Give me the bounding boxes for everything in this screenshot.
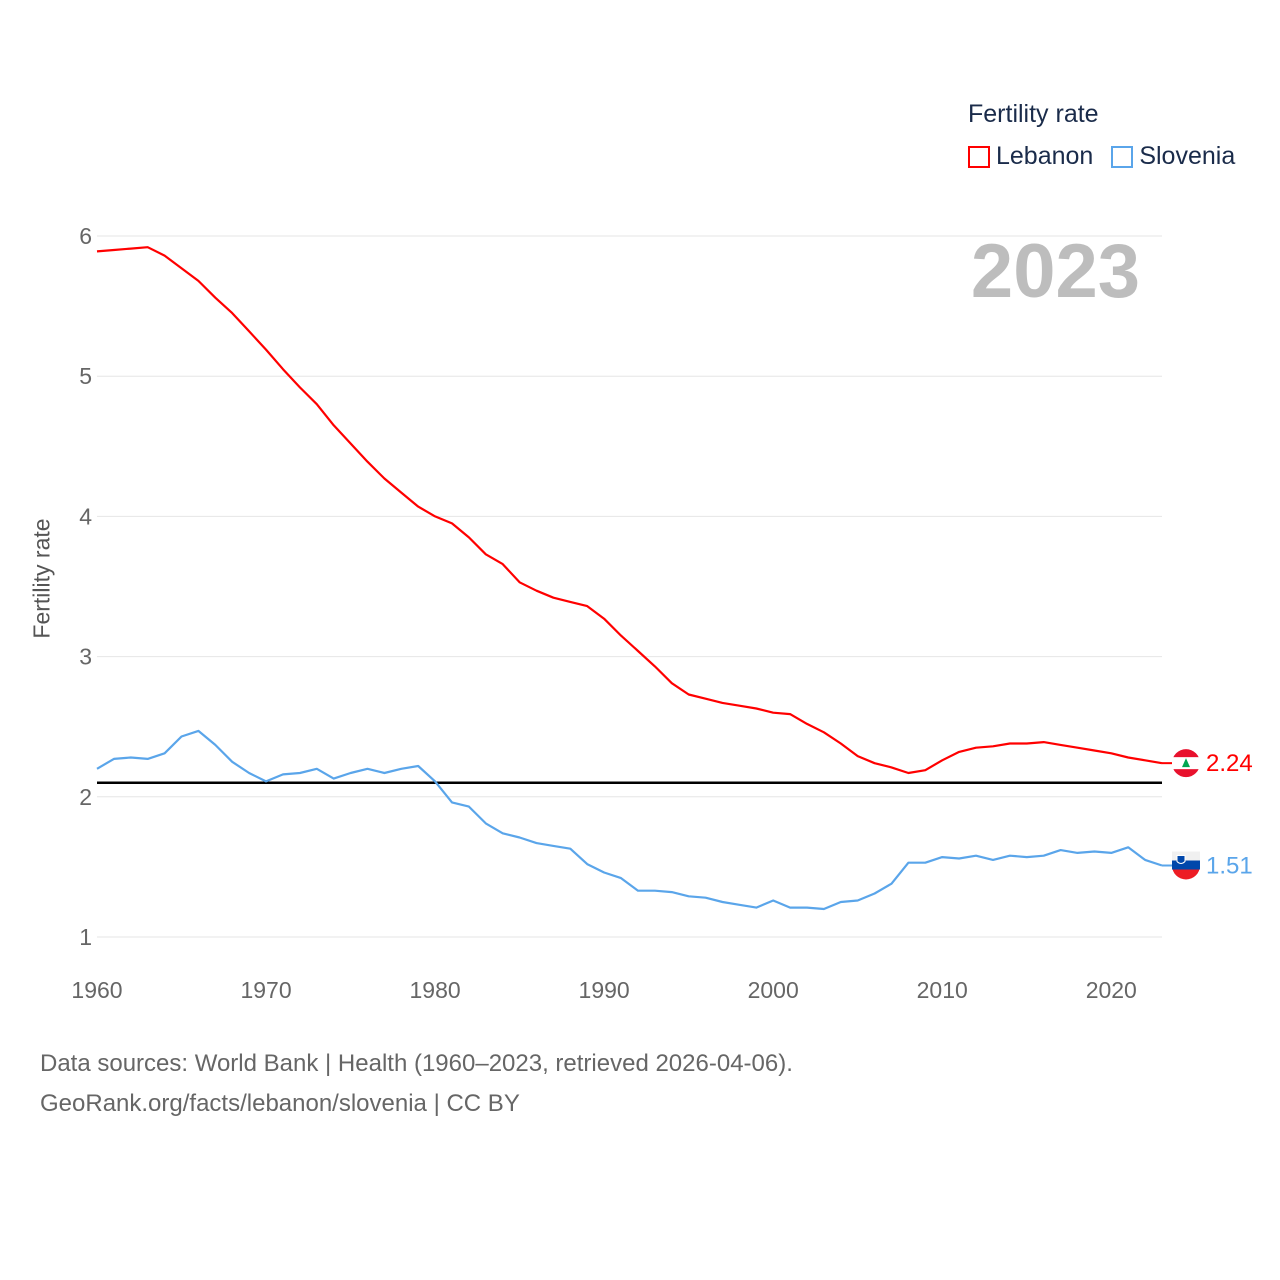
legend-label-lebanon: Lebanon [996,142,1094,170]
legend-swatch-slovenia [1111,145,1134,168]
legend-item-slovenia[interactable]: Slovenia [1111,142,1235,171]
legend-label-slovenia: Slovenia [1139,142,1236,170]
x-tick-label: 1960 [71,977,122,1003]
coat-of-arms-icon [1176,854,1186,864]
legend: Lebanon Slovenia [968,142,1235,171]
y-tick-label: 2 [79,784,92,810]
series-line-slovenia [96,729,1163,911]
y-axis-label: Fertility rate [28,518,55,639]
y-tick-label: 1 [79,924,92,950]
footer: Data sources: World Bank | Health (1960–… [40,1044,793,1124]
legend-swatch-lebanon [968,145,990,168]
end-value-label-lebanon: 2.24 [1206,750,1253,777]
x-tick-label: 1990 [579,977,630,1003]
current-year-label: 2023 [970,229,1140,314]
x-tick-label: 2010 [917,977,968,1003]
y-tick-label: 6 [79,223,92,249]
x-tick-label: 2000 [748,977,799,1003]
slovenia-flag-stripe-white [1172,851,1200,862]
series-line-lebanon [96,246,1163,775]
data-source-text: Data sources: World Bank | Health (1960–… [40,1050,793,1077]
x-tick-label: 2020 [1086,977,1137,1003]
x-tick-label: 1980 [410,977,461,1003]
attribution-link[interactable]: GeoRank.org/facts/lebanon/slovenia | CC … [40,1090,520,1117]
y-tick-label: 4 [79,503,92,529]
y-tick-label: 3 [79,644,92,670]
end-value-label-slovenia: 1.51 [1206,852,1253,879]
cedar-icon [1182,758,1190,768]
legend-title: Fertility rate [968,100,1099,128]
y-tick-label: 5 [79,363,92,389]
slovenia-flag-stripe-blue [1172,860,1200,870]
legend-item-lebanon[interactable]: Lebanon [968,142,1093,171]
x-tick-label: 1970 [240,977,291,1003]
